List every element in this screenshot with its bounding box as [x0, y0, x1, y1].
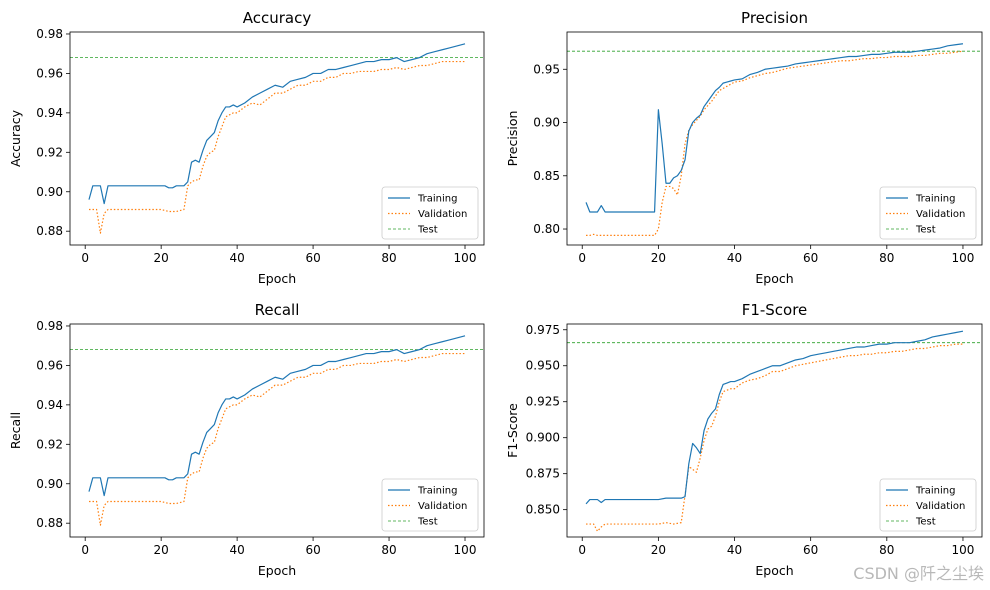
subplot-f1-score: 0 20 40 60 80 100 0.850 0.875 0.900 0.925 0.950 0.9… — [505, 301, 983, 578]
watermark: CSDN @阡之尘埃 — [853, 564, 984, 583]
series-line-training — [585, 330, 964, 505]
y-axis-label: Recall — [8, 412, 23, 449]
x-tick-label: 100 — [952, 251, 975, 265]
chart-title: Recall — [255, 301, 300, 319]
x-tick-label: 0 — [81, 543, 89, 557]
series-line-training — [88, 335, 466, 497]
legend-label-training: Training — [915, 486, 955, 497]
x-tick-label: 20 — [154, 543, 169, 557]
y-tick-label: 0.96 — [36, 66, 63, 80]
y-tick-label: 0.950 — [526, 359, 560, 373]
chart-title: F1-Score — [742, 301, 808, 319]
legend-label-validation: Validation — [418, 209, 467, 220]
y-tick-label: 0.98 — [36, 319, 63, 333]
y-axis-label: Precision — [505, 111, 520, 167]
x-tick-label: 60 — [803, 543, 818, 557]
axes-frame — [566, 323, 983, 538]
x-tick-label: 100 — [952, 543, 975, 557]
y-tick-label: 0.850 — [526, 503, 560, 517]
legend: Training Validation Test — [381, 186, 479, 240]
x-tick-label: 60 — [305, 251, 320, 265]
series-line-validation — [88, 60, 466, 234]
axes-frame — [69, 323, 485, 538]
legend-label-validation: Validation — [916, 209, 965, 220]
legend: Training Validation Test — [879, 478, 977, 532]
x-axis-label: Epoch — [258, 271, 296, 286]
y-tick-label: 0.88 — [36, 224, 63, 238]
y-tick-label: 0.98 — [36, 27, 63, 41]
legend-label-training: Training — [915, 194, 955, 205]
x-tick-label: 40 — [229, 543, 244, 557]
series-line-validation — [586, 343, 963, 532]
x-axis-label: Epoch — [755, 563, 793, 578]
legend-label-test: Test — [417, 517, 438, 528]
y-tick-label: 0.96 — [36, 358, 63, 372]
chart-title: Accuracy — [243, 9, 312, 27]
x-tick-label: 40 — [727, 251, 742, 265]
legend-frame — [879, 478, 977, 532]
x-tick-label: 60 — [305, 543, 320, 557]
x-tick-label: 80 — [381, 543, 396, 557]
y-tick-label: 0.94 — [36, 398, 63, 412]
y-tick-label: 0.80 — [533, 222, 560, 236]
x-tick-label: 80 — [381, 251, 396, 265]
y-tick-label: 0.975 — [526, 323, 560, 337]
legend-frame — [381, 186, 479, 240]
y-tick-label: 0.90 — [533, 116, 560, 130]
y-axis-label: Accuracy — [8, 109, 23, 167]
x-tick-label: 60 — [803, 251, 818, 265]
y-tick-label: 0.92 — [36, 437, 63, 451]
subplot-precision: 0 20 40 60 80 100 0.80 0.85 0.90 0.95 Precision Epo… — [505, 9, 983, 286]
legend-label-training: Training — [417, 194, 457, 205]
x-tick-label: 80 — [879, 543, 894, 557]
y-tick-label: 0.94 — [36, 106, 63, 120]
x-axis-label: Epoch — [755, 271, 793, 286]
legend-frame — [879, 186, 977, 240]
legend-label-test: Test — [417, 225, 438, 236]
x-tick-label: 20 — [651, 543, 666, 557]
axes-frame — [69, 31, 485, 246]
chart-title: Precision — [741, 9, 808, 27]
x-tick-label: 0 — [81, 251, 89, 265]
series-line-training — [88, 43, 466, 205]
legend-label-validation: Validation — [418, 501, 467, 512]
y-tick-label: 0.875 — [526, 467, 560, 481]
x-tick-label: 100 — [454, 251, 477, 265]
x-axis-label: Epoch — [258, 563, 296, 578]
x-tick-label: 0 — [578, 543, 586, 557]
x-tick-label: 80 — [879, 251, 894, 265]
y-tick-label: 0.95 — [533, 62, 560, 76]
y-tick-label: 0.92 — [36, 145, 63, 159]
x-tick-label: 40 — [229, 251, 244, 265]
y-axis-label: F1-Score — [505, 403, 520, 458]
y-tick-label: 0.90 — [36, 185, 63, 199]
legend-label-test: Test — [915, 517, 936, 528]
x-tick-label: 20 — [154, 251, 169, 265]
legend-label-validation: Validation — [916, 501, 965, 512]
x-tick-label: 20 — [651, 251, 666, 265]
legend-label-test: Test — [915, 225, 936, 236]
y-tick-label: 0.90 — [36, 477, 63, 491]
y-tick-label: 0.88 — [36, 516, 63, 530]
y-tick-label: 0.925 — [526, 395, 560, 409]
axes-frame — [566, 31, 983, 246]
y-tick-label: 0.85 — [533, 169, 560, 183]
legend-label-training: Training — [417, 486, 457, 497]
x-tick-label: 0 — [578, 251, 586, 265]
x-tick-label: 40 — [727, 543, 742, 557]
y-tick-label: 0.900 — [526, 431, 560, 445]
series-line-validation — [88, 352, 466, 526]
subplot-accuracy: 0 20 40 60 80 100 0.88 0.90 0.92 0.94 0.96 0.98 Accu… — [8, 9, 485, 286]
legend: Training Validation Test — [879, 186, 977, 240]
x-tick-label: 100 — [454, 543, 477, 557]
legend-frame — [381, 478, 479, 532]
series-line-training — [585, 43, 964, 213]
legend: Training Validation Test — [381, 478, 479, 532]
subplot-recall: 0 20 40 60 80 100 0.88 0.90 0.92 0.94 0.96 0.98 Reca… — [8, 301, 485, 578]
